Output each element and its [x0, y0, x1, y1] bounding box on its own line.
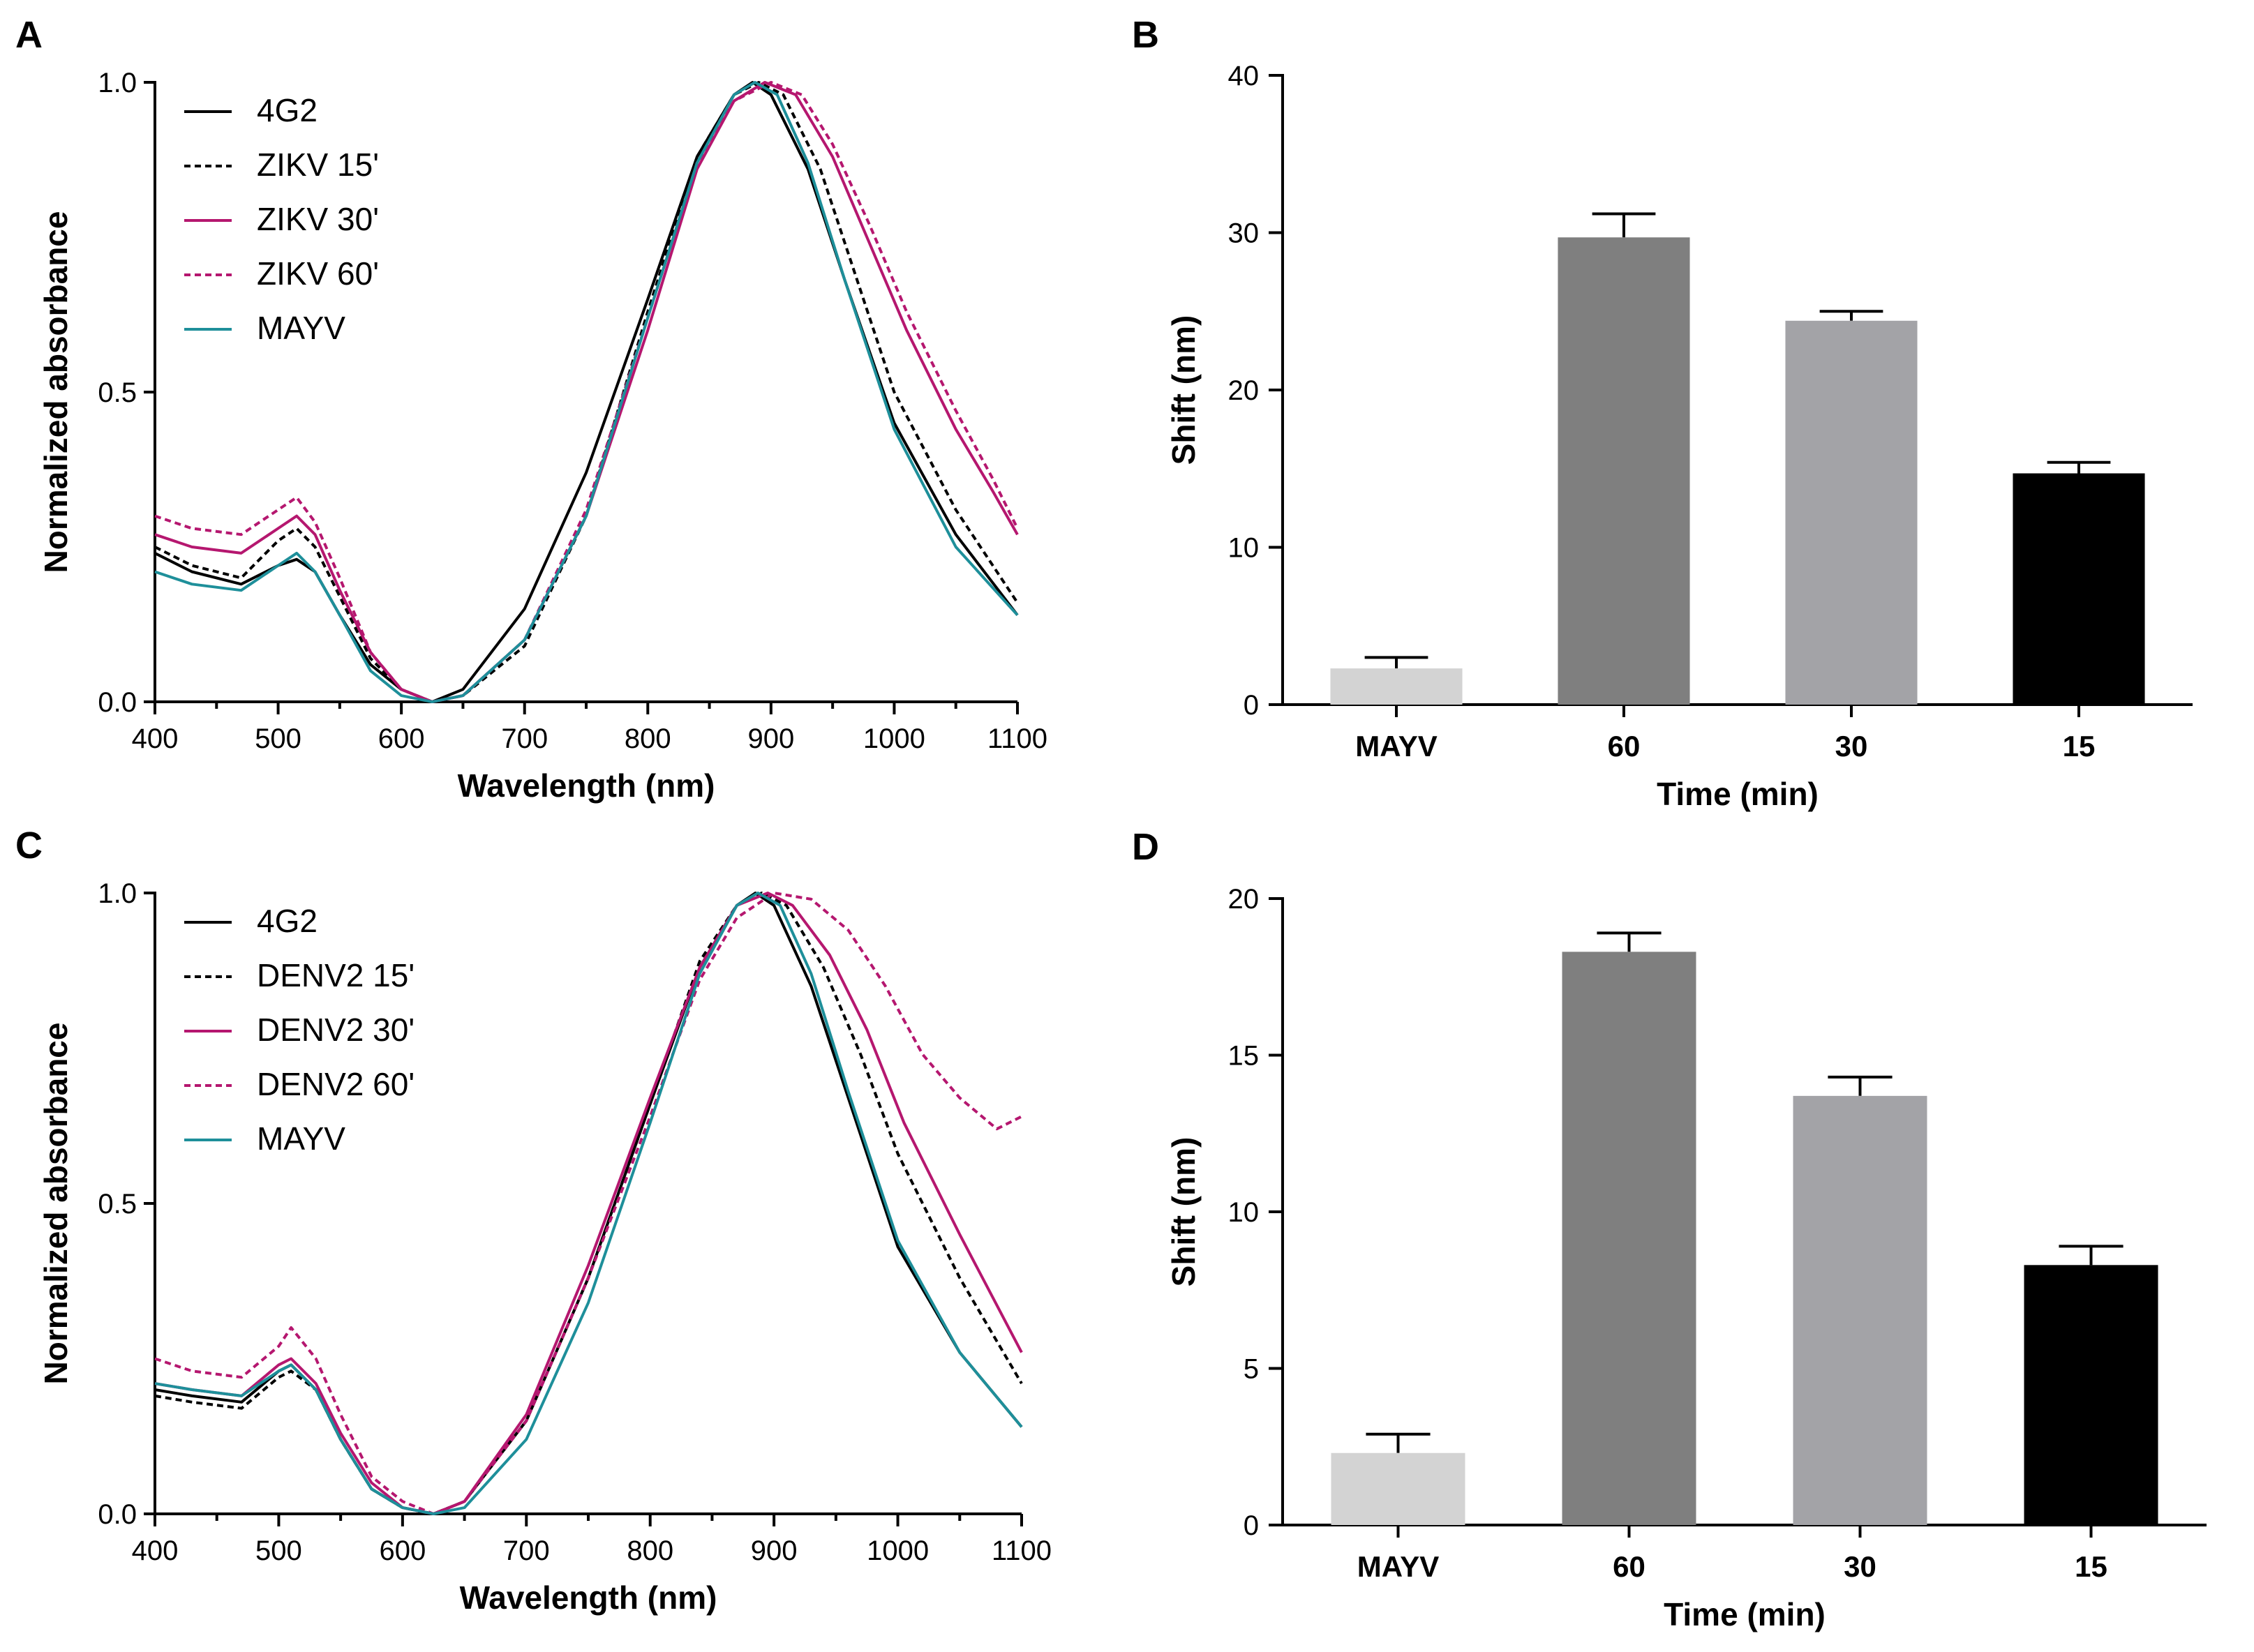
- x-tick-label: 400: [132, 1535, 179, 1566]
- x-axis-title: Time (min): [1657, 776, 1819, 812]
- legend-label-1: ZIKV 15': [257, 147, 379, 183]
- series-line-1: [154, 81, 1019, 703]
- bar-1: [1562, 952, 1696, 1525]
- y-tick-label: 20: [1228, 884, 1260, 915]
- x-tick-label: 1100: [992, 1535, 1052, 1566]
- chart-c: 0.0 0.5 1.0 400 500 600 700 800 900 1000 1100 Wavel…: [38, 878, 1052, 1616]
- y-tick-label: 1.0: [98, 68, 137, 98]
- category-label: 15: [2063, 730, 2096, 763]
- category-label: 60: [1608, 730, 1641, 763]
- legend-label-1: DENV2 15': [257, 957, 415, 993]
- category-label: 15: [2075, 1550, 2107, 1583]
- bar-3: [2024, 1265, 2158, 1525]
- legend-label-4: MAYV: [257, 310, 345, 346]
- legend-label-3: ZIKV 60': [257, 255, 379, 292]
- series-line-3: [154, 81, 1019, 703]
- x-tick-label: 800: [627, 1535, 673, 1566]
- y-tick-label: 15: [1228, 1041, 1260, 1072]
- legend-label-0: 4G2: [257, 903, 318, 939]
- x-axis-title: Time (min): [1664, 1596, 1826, 1632]
- y-tick-label: 0.0: [98, 687, 137, 718]
- x-tick-label: 1100: [987, 723, 1047, 754]
- bar-3: [2013, 473, 2145, 705]
- category-label: MAYV: [1357, 1550, 1440, 1583]
- y-tick-label: 10: [1228, 533, 1260, 564]
- series-line-4: [154, 892, 1023, 1515]
- chart-a: 0.0 0.5 1.0 400 500 600 700 800 900 1000 1100 Wavel…: [38, 68, 1047, 804]
- y-tick-label: 1.0: [98, 878, 137, 909]
- category-label: MAYV: [1355, 730, 1438, 763]
- x-tick-label: 900: [747, 723, 794, 754]
- x-tick-label: 600: [378, 723, 425, 754]
- legend-label-2: ZIKV 30': [257, 201, 379, 237]
- category-label: 60: [1613, 1550, 1645, 1583]
- y-tick-label: 30: [1228, 218, 1260, 249]
- chart-b: 0 10 20 30 40 MAYV 60 30 15 Time (min) Shift (nm): [1165, 61, 2193, 812]
- y-tick-label: 0: [1244, 1510, 1259, 1541]
- x-tick-label: 1000: [863, 723, 925, 754]
- x-tick-label: 500: [255, 723, 301, 754]
- y-axis-title: Shift (nm): [1165, 1137, 1202, 1287]
- bar-1: [1558, 237, 1690, 705]
- series-line-2: [154, 892, 1023, 1515]
- y-axis-title: Normalized absorbance: [38, 1023, 74, 1385]
- legend-label-2: DENV2 30': [257, 1012, 415, 1048]
- y-tick-label: 40: [1228, 61, 1260, 91]
- y-tick-label: 0.5: [98, 1189, 137, 1219]
- panel-letter-a: A: [15, 14, 43, 56]
- y-tick-label: 0.0: [98, 1499, 137, 1530]
- y-axis-title: Shift (nm): [1165, 315, 1202, 465]
- panel-letter-c: C: [15, 825, 43, 866]
- x-tick-label: 600: [379, 1535, 426, 1566]
- bar-0: [1331, 1452, 1465, 1525]
- x-tick-label: 900: [751, 1535, 798, 1566]
- category-label: 30: [1835, 730, 1868, 763]
- x-axis-title: Wavelength (nm): [460, 1579, 717, 1616]
- x-axis-title: Wavelength (nm): [458, 767, 715, 804]
- category-label: 30: [1844, 1550, 1876, 1583]
- y-axis-title: Normalized absorbance: [38, 211, 74, 573]
- y-tick-label: 10: [1228, 1197, 1260, 1228]
- x-tick-label: 700: [503, 1535, 550, 1566]
- legend-label-0: 4G2: [257, 92, 318, 128]
- x-tick-label: 700: [501, 723, 548, 754]
- x-tick-label: 400: [132, 723, 179, 754]
- x-tick-label: 800: [625, 723, 671, 754]
- y-tick-label: 5: [1244, 1354, 1259, 1385]
- y-tick-label: 20: [1228, 375, 1260, 406]
- legend-label-4: MAYV: [257, 1120, 345, 1157]
- panel-letter-b: B: [1132, 14, 1159, 56]
- chart-d: 0 5 10 15 20 MAYV 60 30 15 Time (min) Shift (nm): [1165, 884, 2207, 1632]
- y-tick-label: 0.5: [98, 377, 137, 408]
- x-tick-label: 1000: [867, 1535, 929, 1566]
- series-line-4: [154, 81, 1019, 703]
- y-tick-label: 0: [1244, 690, 1259, 721]
- bar-2: [1785, 320, 1918, 705]
- legend-label-3: DENV2 60': [257, 1066, 415, 1102]
- bar-0: [1330, 668, 1463, 705]
- bar-2: [1793, 1095, 1927, 1525]
- x-tick-label: 500: [255, 1535, 302, 1566]
- panel-letter-d: D: [1132, 826, 1159, 868]
